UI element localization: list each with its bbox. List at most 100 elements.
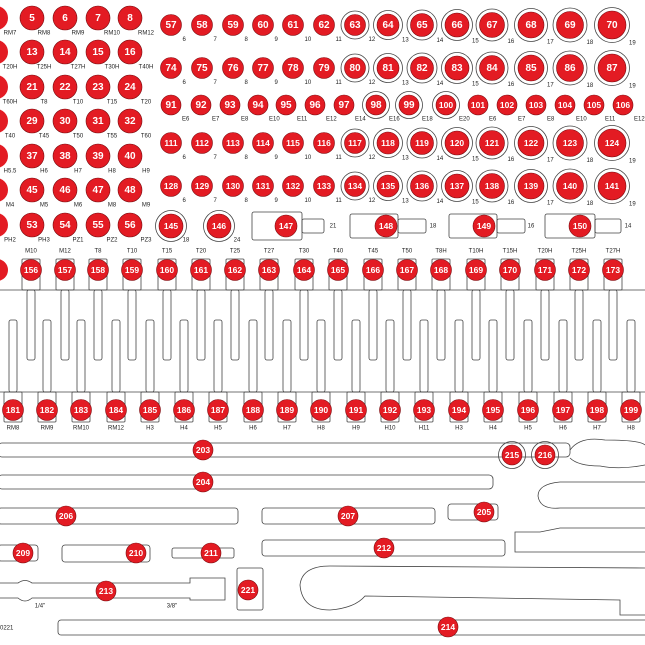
number-badge [139,399,161,421]
number-badge [379,399,401,421]
size-label: T50 [402,249,413,255]
item-number: 197 [556,405,570,415]
number-badge [52,5,78,31]
socket-ring [552,168,588,204]
number-badge [95,580,117,602]
size-label: 17 [547,201,554,207]
number-badge [376,13,400,37]
size-label: 9 [275,80,279,86]
item-number: 204 [196,477,210,487]
socket-ring [475,126,509,160]
item-number: 195 [486,405,500,415]
number-badge [190,94,212,116]
item-number: 129 [195,181,209,191]
size-label: 18 [587,40,594,46]
item-number: 103 [529,100,543,110]
number-badge [190,259,212,281]
size-label: 8 [245,155,249,161]
size-label: T30 [299,249,310,255]
socket-ring [373,10,403,40]
item-number: 31 [92,116,104,127]
socket-ring [498,441,526,469]
socket-ring [340,171,370,201]
item-number: 212 [377,543,391,553]
ratchet-outline [514,527,645,553]
size-label: 7 [214,37,218,43]
tool-outline [248,319,258,393]
tool-outline [230,289,240,361]
item-number: 137 [450,181,464,191]
number-badge [410,56,434,80]
number-badge [117,177,143,203]
tool-outline [592,319,602,393]
item-number: 182 [40,405,54,415]
size-label: 10 [305,155,312,161]
item-number: 134 [348,181,362,191]
size-label: H7 [74,169,82,175]
item-number: 92 [195,100,207,111]
tool-outline [505,289,515,361]
tool-outline [402,289,412,361]
socket-ring [552,7,588,43]
number-badge [465,259,487,281]
item-number: 98 [370,100,382,111]
size-label: T10 [73,100,84,106]
number-badge [293,259,315,281]
size-label: H9 [352,426,360,432]
item-number: 94 [252,100,264,111]
size-label: 18 [587,83,594,89]
size-label: 3/8" [167,604,177,610]
size-label: E8 [241,117,249,123]
number-badge [160,14,182,36]
tool-outline [333,289,343,361]
number-badge [258,259,280,281]
item-number: 171 [538,265,552,275]
number-badge [191,175,213,197]
socket-ring [475,51,509,85]
size-label: PZ1 [72,238,84,244]
size-label: T15H [503,249,518,255]
number-badge [430,259,452,281]
item-number: 63 [349,20,361,31]
item-number: 160 [160,265,174,275]
item-number: 61 [287,20,299,31]
tool-outline [594,218,622,234]
size-label: RM8 [7,426,20,432]
size-label: H8 [627,426,635,432]
item-number: 192 [383,405,397,415]
item-number: 82 [416,63,428,74]
item-number: 138 [485,181,499,191]
item-number: 85 [525,63,537,74]
socket-ring [594,50,630,86]
item-number: 79 [318,63,330,74]
size-label: T10 [127,249,138,255]
size-label: 17 [547,40,554,46]
socket-ring [531,441,559,469]
item-number: 169 [469,265,483,275]
size-label: H5 [524,426,532,432]
item-number: 214 [441,622,455,632]
size-label: 10 [305,37,312,43]
size-label: 16 [508,39,515,45]
size-label: T55 [107,134,118,140]
item-number: 78 [287,63,299,74]
number-badge [344,57,366,79]
size-label: H6 [559,426,567,432]
size-label: T15 [162,249,173,255]
number-badge [85,108,111,134]
size-label: T27H [606,249,621,255]
tool-outline [368,289,378,361]
number-badge [376,131,400,155]
size-label: E7 [518,117,526,123]
size-label: E11 [297,117,308,123]
size-label: 6 [183,80,187,86]
item-number: 101 [471,100,485,110]
tool-outline [57,619,645,636]
item-number: 207 [341,511,355,521]
size-label: 21 [330,224,337,230]
item-number: 188 [246,405,260,415]
number-badge [52,108,78,134]
item-number: 164 [297,265,311,275]
number-badge [192,439,214,461]
item-number: 47 [92,185,104,196]
